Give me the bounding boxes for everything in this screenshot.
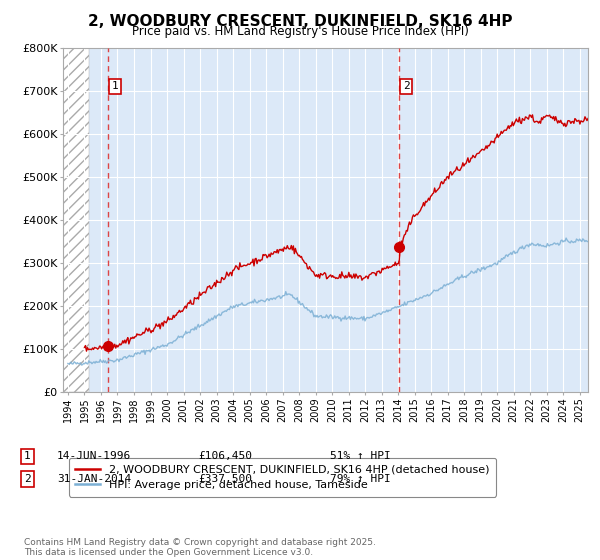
Text: 2: 2 xyxy=(403,81,410,91)
Legend: 2, WOODBURY CRESCENT, DUKINFIELD, SK16 4HP (detached house), HPI: Average price,: 2, WOODBURY CRESCENT, DUKINFIELD, SK16 4… xyxy=(68,458,496,497)
Text: 51% ↑ HPI: 51% ↑ HPI xyxy=(330,451,391,461)
Text: 31-JAN-2014: 31-JAN-2014 xyxy=(57,474,131,484)
Text: Contains HM Land Registry data © Crown copyright and database right 2025.
This d: Contains HM Land Registry data © Crown c… xyxy=(24,538,376,557)
Text: Price paid vs. HM Land Registry's House Price Index (HPI): Price paid vs. HM Land Registry's House … xyxy=(131,25,469,38)
Text: 79% ↑ HPI: 79% ↑ HPI xyxy=(330,474,391,484)
Bar xyxy=(63,48,89,392)
Text: 14-JUN-1996: 14-JUN-1996 xyxy=(57,451,131,461)
Text: 1: 1 xyxy=(24,451,31,461)
Text: £106,450: £106,450 xyxy=(198,451,252,461)
Text: 2, WOODBURY CRESCENT, DUKINFIELD, SK16 4HP: 2, WOODBURY CRESCENT, DUKINFIELD, SK16 4… xyxy=(88,14,512,29)
Text: 1: 1 xyxy=(112,81,118,91)
Text: £337,500: £337,500 xyxy=(198,474,252,484)
Text: 2: 2 xyxy=(24,474,31,484)
